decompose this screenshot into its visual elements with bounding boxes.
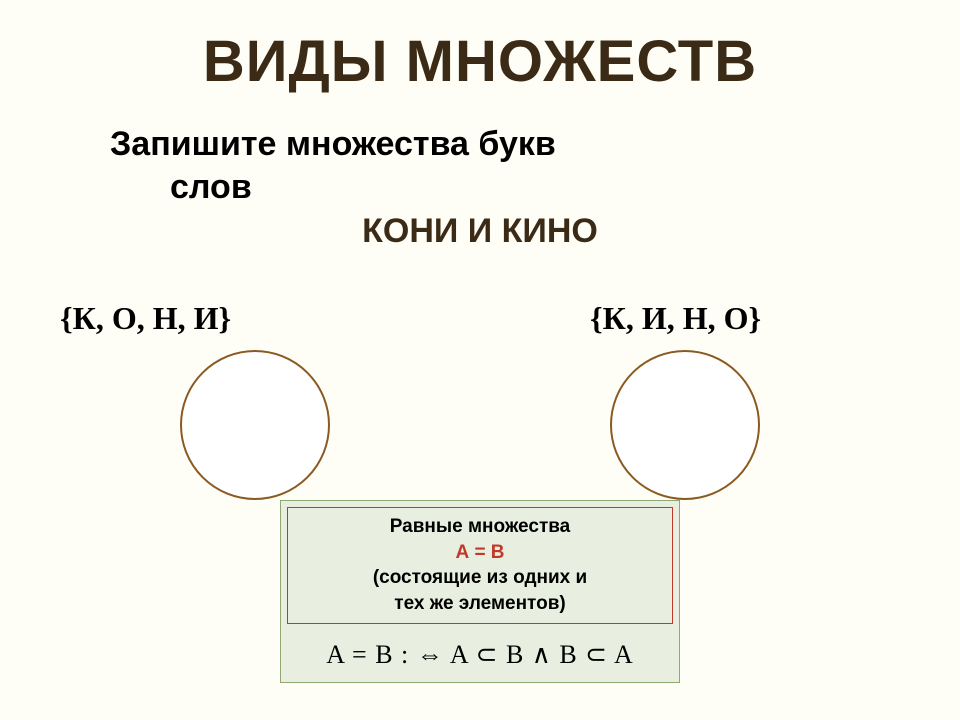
subtitle-line1: Запишите множества букв [110, 125, 556, 163]
subtitle-line2: слов [170, 166, 920, 209]
right-set-circle [610, 350, 760, 500]
words-line: КОНИ И КИНО [40, 212, 920, 251]
page-title: ВИДЫ МНОЖЕСТВ [40, 28, 920, 95]
definition-inner: Равные множества А = В (состоящие из одн… [287, 507, 673, 624]
def-line3b: тех же элементов) [298, 591, 662, 617]
def-line3a: (состоящие из одних и [298, 565, 662, 591]
formula: A = B : ⇔ A ⊂ B ∧ B ⊂ A [281, 630, 679, 682]
subtitle: Запишите множества букв слов [110, 123, 920, 208]
right-set-label: {К, И, Н, О} [590, 300, 761, 337]
def-line1: Равные множества [298, 514, 662, 540]
left-set-label: {К, О, Н, И} [60, 300, 231, 337]
slide: ВИДЫ МНОЖЕСТВ Запишите множества букв сл… [0, 0, 960, 720]
def-line2: А = В [298, 540, 662, 566]
definition-box: Равные множества А = В (состоящие из одн… [280, 500, 680, 683]
left-set-circle [180, 350, 330, 500]
